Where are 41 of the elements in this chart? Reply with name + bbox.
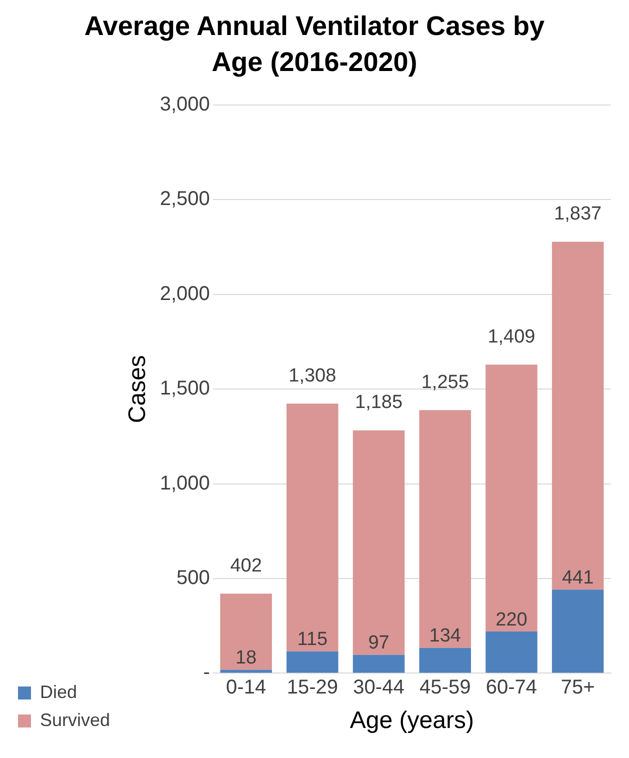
x-tick-label: 15-29 [286,676,338,699]
x-tick-label: 0-14 [226,676,266,699]
y-tick-label: 500 [176,567,210,590]
bar [286,651,338,673]
y-tick-label: 2,000 [160,282,210,305]
bar [486,364,538,632]
chart-title: Average Annual Ventilator Cases by Age (2016-2020) [83,10,546,79]
bar [419,648,471,673]
data-label: 220 [496,609,528,630]
bar [352,430,405,655]
data-label: 115 [297,629,328,650]
x-tick-label: 45-59 [420,676,471,699]
bar [552,590,604,673]
data-label: 441 [562,567,594,588]
bar [220,594,272,670]
data-label: 1,837 [554,203,602,224]
bar [419,410,471,648]
data-label: 1,185 [354,392,403,414]
data-label: 1,409 [488,326,536,348]
legend-label: Died [40,682,78,702]
legend-label: Survived [40,710,110,730]
x-tick-label: 60-74 [486,676,538,699]
bar [552,242,604,590]
x-tick-label: 75+ [560,676,595,699]
data-label: 134 [429,626,462,647]
y-tick-label: 3,000 [160,94,210,116]
data-label: 97 [368,632,390,654]
bar [352,654,405,673]
y-tick-label: 1,500 [160,378,210,400]
data-label: 402 [230,555,262,576]
bar [286,404,338,652]
data-label: 1,255 [421,372,469,393]
y-tick-label: 2,500 [160,188,210,210]
data-label: 18 [235,648,257,669]
data-label: 1,308 [288,365,336,386]
y-tick-label: 1,000 [160,472,210,494]
bar [486,632,538,673]
y-tick-label: - [203,662,210,684]
x-axis-title: Age (years) [350,707,474,734]
x-tick-label: 30-44 [353,676,404,699]
y-axis-title: Cases [124,355,152,424]
